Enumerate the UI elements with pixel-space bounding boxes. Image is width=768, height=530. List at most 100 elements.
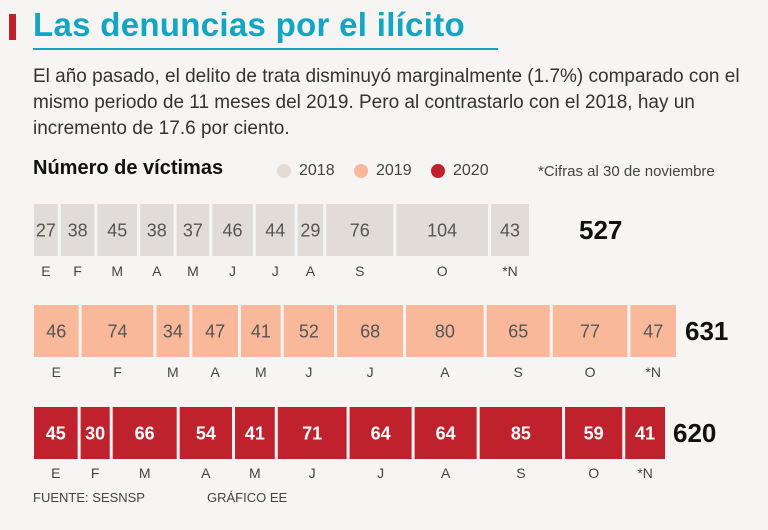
month-label-2018-2: F <box>73 263 82 279</box>
value-label-2020-8: 64 <box>436 424 456 444</box>
month-label-2019-5: M <box>255 364 267 380</box>
value-label-2020-10: 59 <box>584 424 604 444</box>
bar-2019-2 <box>81 305 154 357</box>
month-label-2020-3: M <box>139 465 151 481</box>
month-label-2019-8: A <box>440 364 450 380</box>
month-label-2019-11: *N <box>645 364 661 380</box>
value-label-2019-2: 74 <box>107 322 127 342</box>
month-label-2018-5: M <box>187 263 199 279</box>
bar-2020-6 <box>277 407 347 459</box>
bar-2020-9 <box>479 407 563 459</box>
value-label-2020-2: 30 <box>85 424 105 444</box>
month-label-2018-7: J <box>272 263 279 279</box>
bar-2019-8 <box>406 305 484 357</box>
bar-2018-6 <box>212 204 253 256</box>
value-label-2020-11: 41 <box>635 424 655 444</box>
value-label-2019-11: 47 <box>643 322 663 342</box>
chart-title: Número de víctimas <box>33 157 224 179</box>
title-underline <box>33 48 498 50</box>
legend-swatch-2020 <box>431 164 445 178</box>
bar-2018-4 <box>140 204 174 256</box>
bar-2020-3 <box>112 407 177 459</box>
value-label-2019-4: 47 <box>205 322 225 342</box>
value-label-2018-2: 38 <box>68 221 88 241</box>
credit-text: GRÁFICO EE <box>207 490 288 505</box>
bar-2018-1 <box>34 204 58 256</box>
bar-2018-8 <box>297 204 324 256</box>
legend-item-2018: 2018 <box>277 162 335 180</box>
month-label-2018-10: O <box>437 263 448 279</box>
legend-item-2019: 2019 <box>354 162 412 180</box>
bar-2018-11 <box>491 204 529 256</box>
month-label-2020-11: *N <box>637 465 653 481</box>
value-label-2018-4: 38 <box>147 221 167 241</box>
bar-2020-5 <box>235 407 275 459</box>
month-label-2018-3: M <box>111 263 123 279</box>
bar-2018-7 <box>255 204 295 256</box>
month-label-2020-5: M <box>249 465 261 481</box>
month-label-2020-1: E <box>51 465 60 481</box>
legend-swatch-2019 <box>354 164 368 178</box>
value-label-2018-9: 76 <box>350 221 370 241</box>
total-2019: 631 <box>685 316 728 346</box>
bar-2019-11 <box>630 305 676 357</box>
bar-2020-7 <box>349 407 412 459</box>
value-label-2020-3: 66 <box>135 424 155 444</box>
month-label-2020-7: J <box>377 465 384 481</box>
month-label-2020-10: O <box>588 465 599 481</box>
month-label-2019-2: F <box>113 364 122 380</box>
value-label-2020-9: 85 <box>511 424 531 444</box>
month-label-2019-1: E <box>52 364 61 380</box>
value-label-2019-7: 68 <box>360 322 380 342</box>
bar-2018-3 <box>97 204 138 256</box>
month-label-2018-9: S <box>355 263 364 279</box>
month-label-2018-11: *N <box>502 263 518 279</box>
value-label-2018-6: 46 <box>223 221 243 241</box>
legend-label-2020: 2020 <box>453 162 489 179</box>
month-label-2020-4: A <box>201 465 211 481</box>
data-note: *Cifras al 30 de noviembre <box>538 163 715 180</box>
value-label-2020-6: 71 <box>302 424 322 444</box>
month-label-2018-1: E <box>41 263 50 279</box>
value-label-2018-3: 45 <box>107 221 127 241</box>
source-text: FUENTE: SESNSP <box>33 490 145 505</box>
value-label-2018-8: 29 <box>300 221 320 241</box>
month-label-2020-6: J <box>309 465 316 481</box>
value-label-2018-1: 27 <box>36 221 56 241</box>
value-label-2020-1: 45 <box>46 424 66 444</box>
bar-2018-5 <box>176 204 210 256</box>
month-label-2020-8: A <box>441 465 451 481</box>
bar-2020-4 <box>179 407 233 459</box>
legend-label-2018: 2018 <box>299 162 335 179</box>
month-label-2019-3: M <box>167 364 179 380</box>
value-label-2019-1: 46 <box>46 322 66 342</box>
bar-2019-5 <box>240 305 281 357</box>
month-label-2018-6: J <box>229 263 236 279</box>
month-label-2019-4: A <box>210 364 220 380</box>
bar-2020-10 <box>565 407 623 459</box>
subtitle-text: El año pasado, el delito de trata dismin… <box>33 66 740 139</box>
value-label-2018-11: 43 <box>500 221 520 241</box>
bar-2019-9 <box>486 305 550 357</box>
month-label-2018-4: A <box>152 263 162 279</box>
value-label-2018-10: 104 <box>427 221 457 241</box>
bar-2020-11 <box>625 407 665 459</box>
month-label-2018-8: A <box>306 263 316 279</box>
bar-2019-6 <box>283 305 335 357</box>
bar-2020-1 <box>34 407 78 459</box>
value-label-2019-6: 52 <box>299 322 319 342</box>
value-label-2019-5: 41 <box>251 322 271 342</box>
bar-2018-10 <box>396 204 489 256</box>
value-label-2018-7: 44 <box>265 221 285 241</box>
bar-2020-8 <box>414 407 477 459</box>
bar-2019-1 <box>34 305 79 357</box>
value-label-2020-4: 54 <box>196 424 216 444</box>
bar-2020-2 <box>80 407 110 459</box>
month-label-2019-10: O <box>585 364 596 380</box>
page-title: Las denuncias por el ilícito <box>33 6 466 43</box>
value-label-2019-10: 77 <box>580 322 600 342</box>
legend-item-2020: 2020 <box>431 162 489 180</box>
total-2018: 527 <box>579 215 622 245</box>
value-label-2020-5: 41 <box>245 424 265 444</box>
